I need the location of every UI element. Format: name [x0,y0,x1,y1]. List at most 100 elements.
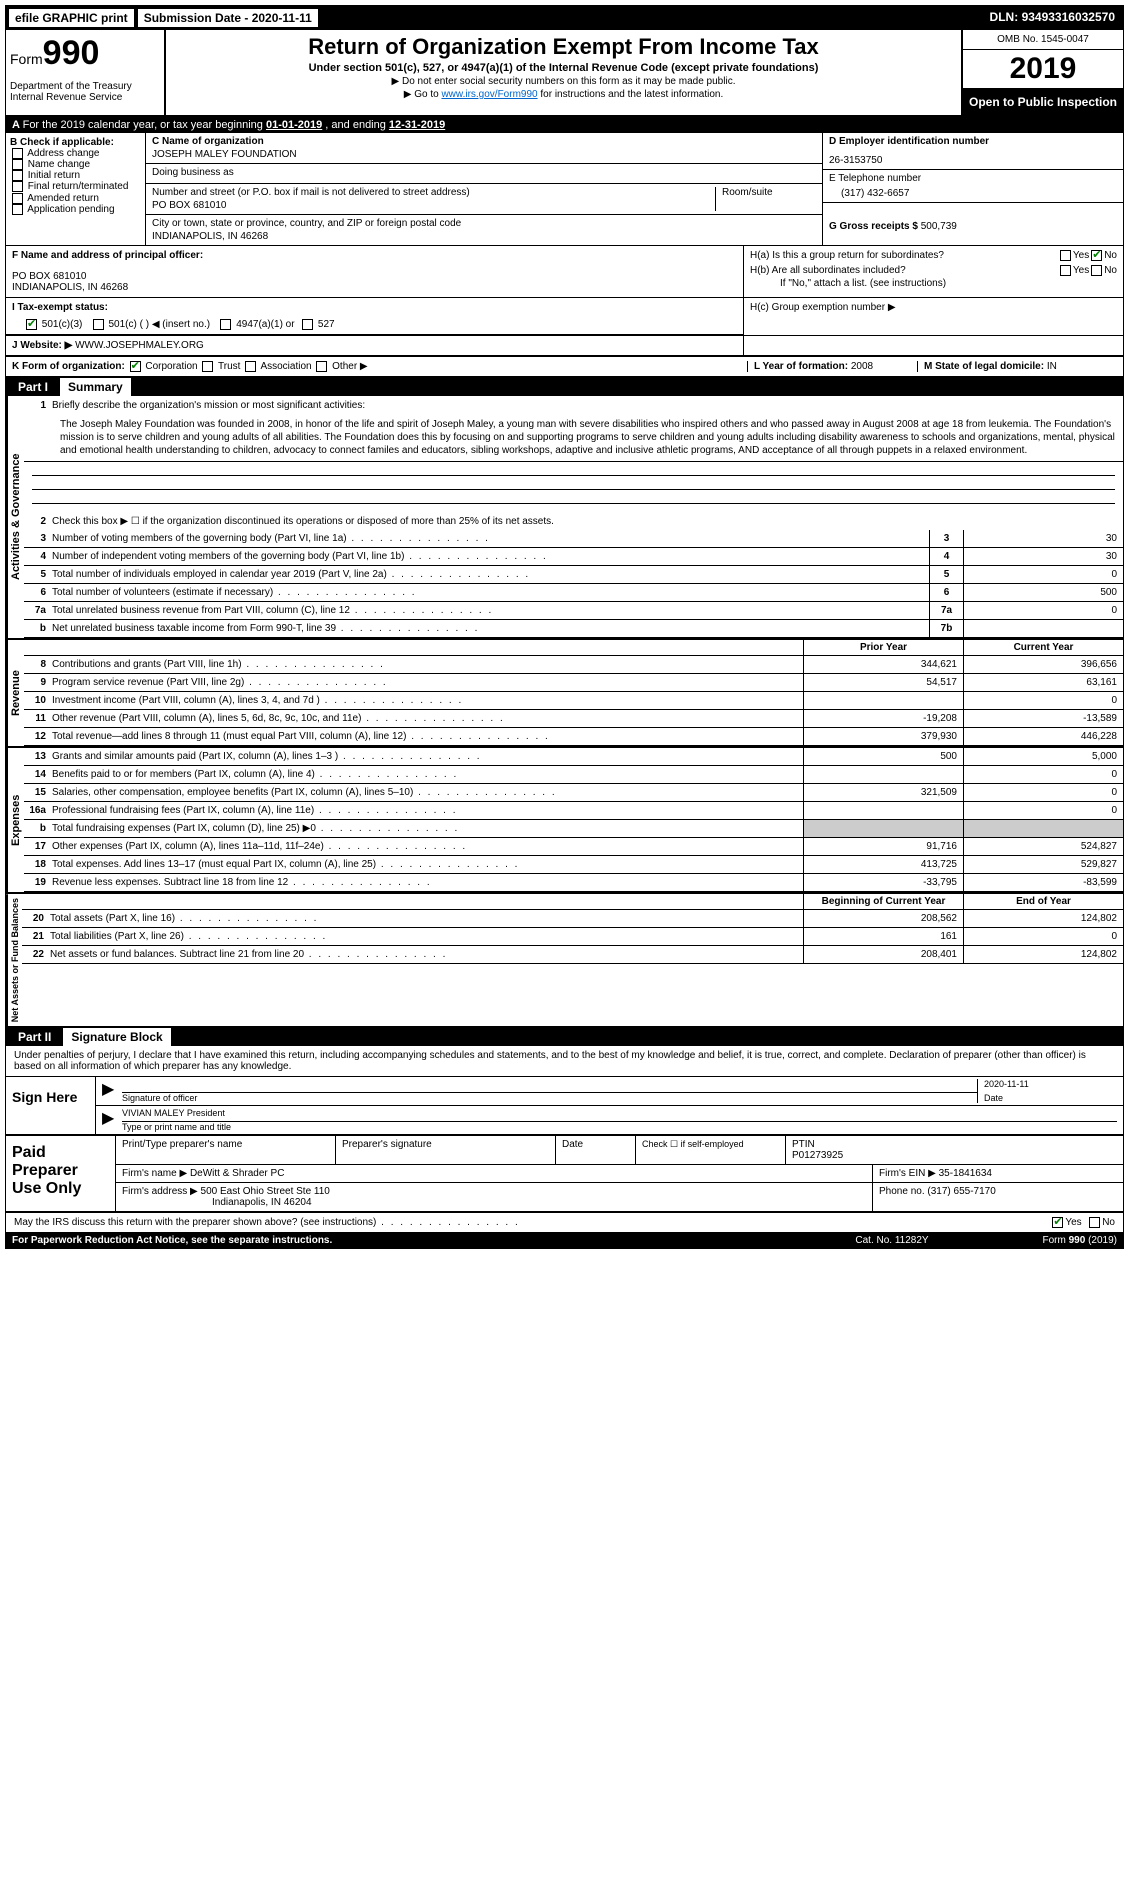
hb-no[interactable] [1091,265,1102,276]
box-l: L Year of formation: 2008 [747,361,917,372]
row-klm: K Form of organization: Corporation Trus… [6,355,1123,378]
paid-preparer-block: Paid Preparer Use Only Print/Type prepar… [6,1136,1123,1213]
arrow-icon: ▶ [102,1108,122,1132]
city: INDIANAPOLIS, IN 46268 [152,231,816,242]
ptin: P01273925 [792,1150,843,1161]
box-f: F Name and address of principal officer:… [6,246,743,297]
open-public: Open to Public Inspection [963,89,1123,115]
ein-label: D Employer identification number [829,136,989,147]
section-a-taxyear: A For the 2019 calendar year, or tax yea… [6,117,1123,133]
summary-line: 3Number of voting members of the governi… [24,530,1123,548]
gross-receipts: 500,739 [921,221,957,232]
hb-yes[interactable] [1060,265,1071,276]
mission-text: The Joseph Maley Foundation was founded … [24,414,1123,462]
ha-no[interactable] [1091,250,1102,261]
header: Form990 Department of the Treasury Inter… [6,30,1123,117]
summary-line: 17Other expenses (Part IX, column (A), l… [24,838,1123,856]
rev-col-header: Prior Year Current Year [24,640,1123,656]
box-j: J Website: ▶ WWW.JOSEPHMALEY.ORG [6,336,743,355]
summary-line: 16aProfessional fundraising fees (Part I… [24,802,1123,820]
box-b-option: Address change [10,148,141,159]
box-b-option: Application pending [10,204,141,215]
info-grid: B Check if applicable: Address change Na… [6,133,1123,246]
summary-line: 14Benefits paid to or for members (Part … [24,766,1123,784]
org-name-label: C Name of organization [152,136,264,147]
4947-check[interactable] [220,319,231,330]
summary-line: 8Contributions and grants (Part VIII, li… [24,656,1123,674]
topbar: efile GRAPHIC print Submission Date - 20… [6,6,1123,30]
header-left: Form990 Department of the Treasury Inter… [6,30,166,115]
501c-check[interactable] [93,319,104,330]
box-k: K Form of organization: Corporation Trus… [12,361,747,372]
ha-yes[interactable] [1060,250,1071,261]
discuss-row: May the IRS discuss this return with the… [6,1213,1123,1233]
527-check[interactable] [302,319,313,330]
row-fh: F Name and address of principal officer:… [6,246,1123,298]
firm-ein: 35-1841634 [939,1168,992,1179]
revenue-section: Revenue Prior Year Current Year 8Contrib… [6,640,1123,748]
summary-line: 12Total revenue—add lines 8 through 11 (… [24,728,1123,746]
summary-line: bTotal fundraising expenses (Part IX, co… [24,820,1123,838]
row-j: J Website: ▶ WWW.JOSEPHMALEY.ORG [6,336,1123,355]
summary-line: 20Total assets (Part X, line 16)208,5621… [22,910,1123,928]
note-ssn: ▶ Do not enter social security numbers o… [170,76,957,87]
header-right: OMB No. 1545-0047 2019 Open to Public In… [963,30,1123,115]
trust-check[interactable] [202,361,213,372]
box-m: M State of legal domicile: IN [917,361,1117,372]
efile-badge: efile GRAPHIC print [8,8,135,28]
expenses-section: Expenses 13Grants and similar amounts pa… [6,748,1123,894]
box-b: B Check if applicable: Address change Na… [6,133,146,245]
box-i: I Tax-exempt status: 501(c)(3) 501(c) ( … [6,298,743,335]
summary-line: 22Net assets or fund balances. Subtract … [22,946,1123,964]
sig-date: 2020-11-11 [984,1079,1117,1093]
box-b-option: Amended return [10,193,141,204]
arrow-icon: ▶ [102,1079,122,1103]
part1-header: Part I Summary [6,378,1123,396]
website: WWW.JOSEPHMALEY.ORG [75,340,204,351]
footer: For Paperwork Reduction Act Notice, see … [6,1233,1123,1248]
corp-check[interactable] [130,361,141,372]
summary-line: 11Other revenue (Part VIII, column (A), … [24,710,1123,728]
dba-label: Doing business as [152,167,816,178]
street-label: Number and street (or P.O. box if mail i… [152,187,715,198]
revenue-label: Revenue [6,640,24,746]
prep-phone: (317) 655-7170 [927,1186,995,1197]
assoc-check[interactable] [245,361,256,372]
summary-line: 7aTotal unrelated business revenue from … [24,602,1123,620]
summary-line: 4Number of independent voting members of… [24,548,1123,566]
other-check[interactable] [316,361,327,372]
activities-label: Activities & Governance [6,396,24,638]
firm-name: DeWitt & Shrader PC [190,1168,284,1179]
501c3-check[interactable] [26,319,37,330]
discuss-no[interactable] [1089,1217,1100,1228]
dept-treasury: Department of the Treasury Internal Reve… [10,81,160,103]
gross-label: G Gross receipts $ [829,221,918,232]
prep-date-label: Date [556,1136,636,1164]
prep-sig-label: Preparer's signature [336,1136,556,1164]
box-de: D Employer identification number26-31537… [823,133,1123,245]
activities-section: Activities & Governance 1Briefly describ… [6,396,1123,640]
summary-line: 21Total liabilities (Part X, line 26)161… [22,928,1123,946]
prep-name-label: Print/Type preparer's name [116,1136,336,1164]
submission-date: Submission Date - 2020-11-11 [137,8,319,28]
net-col-header: Beginning of Current Year End of Year [22,894,1123,910]
city-label: City or town, state or province, country… [152,218,816,229]
summary-line: 18Total expenses. Add lines 13–17 (must … [24,856,1123,874]
irs-link[interactable]: www.irs.gov/Form990 [441,89,537,100]
summary-line: 15Salaries, other compensation, employee… [24,784,1123,802]
summary-line: 10Investment income (Part VIII, column (… [24,692,1123,710]
box-c: C Name of organization JOSEPH MALEY FOUND… [146,133,823,245]
phone-label: E Telephone number [829,173,921,184]
part2-header: Part II Signature Block [6,1028,1123,1046]
discuss-yes[interactable] [1052,1217,1063,1228]
box-h: H(a) Is this a group return for subordin… [743,246,1123,297]
org-name: JOSEPH MALEY FOUNDATION [152,149,816,160]
netassets-label: Net Assets or Fund Balances [6,894,22,1026]
street: PO BOX 681010 [152,200,715,211]
line2: Check this box ▶ ☐ if the organization d… [52,514,1123,529]
sign-here-label: Sign Here [6,1077,96,1134]
row-ij: I Tax-exempt status: 501(c)(3) 501(c) ( … [6,298,1123,336]
summary-line: 19Revenue less expenses. Subtract line 1… [24,874,1123,892]
form-title: Return of Organization Exempt From Incom… [170,34,957,60]
dln: DLN: 93493316032570 [984,8,1121,28]
